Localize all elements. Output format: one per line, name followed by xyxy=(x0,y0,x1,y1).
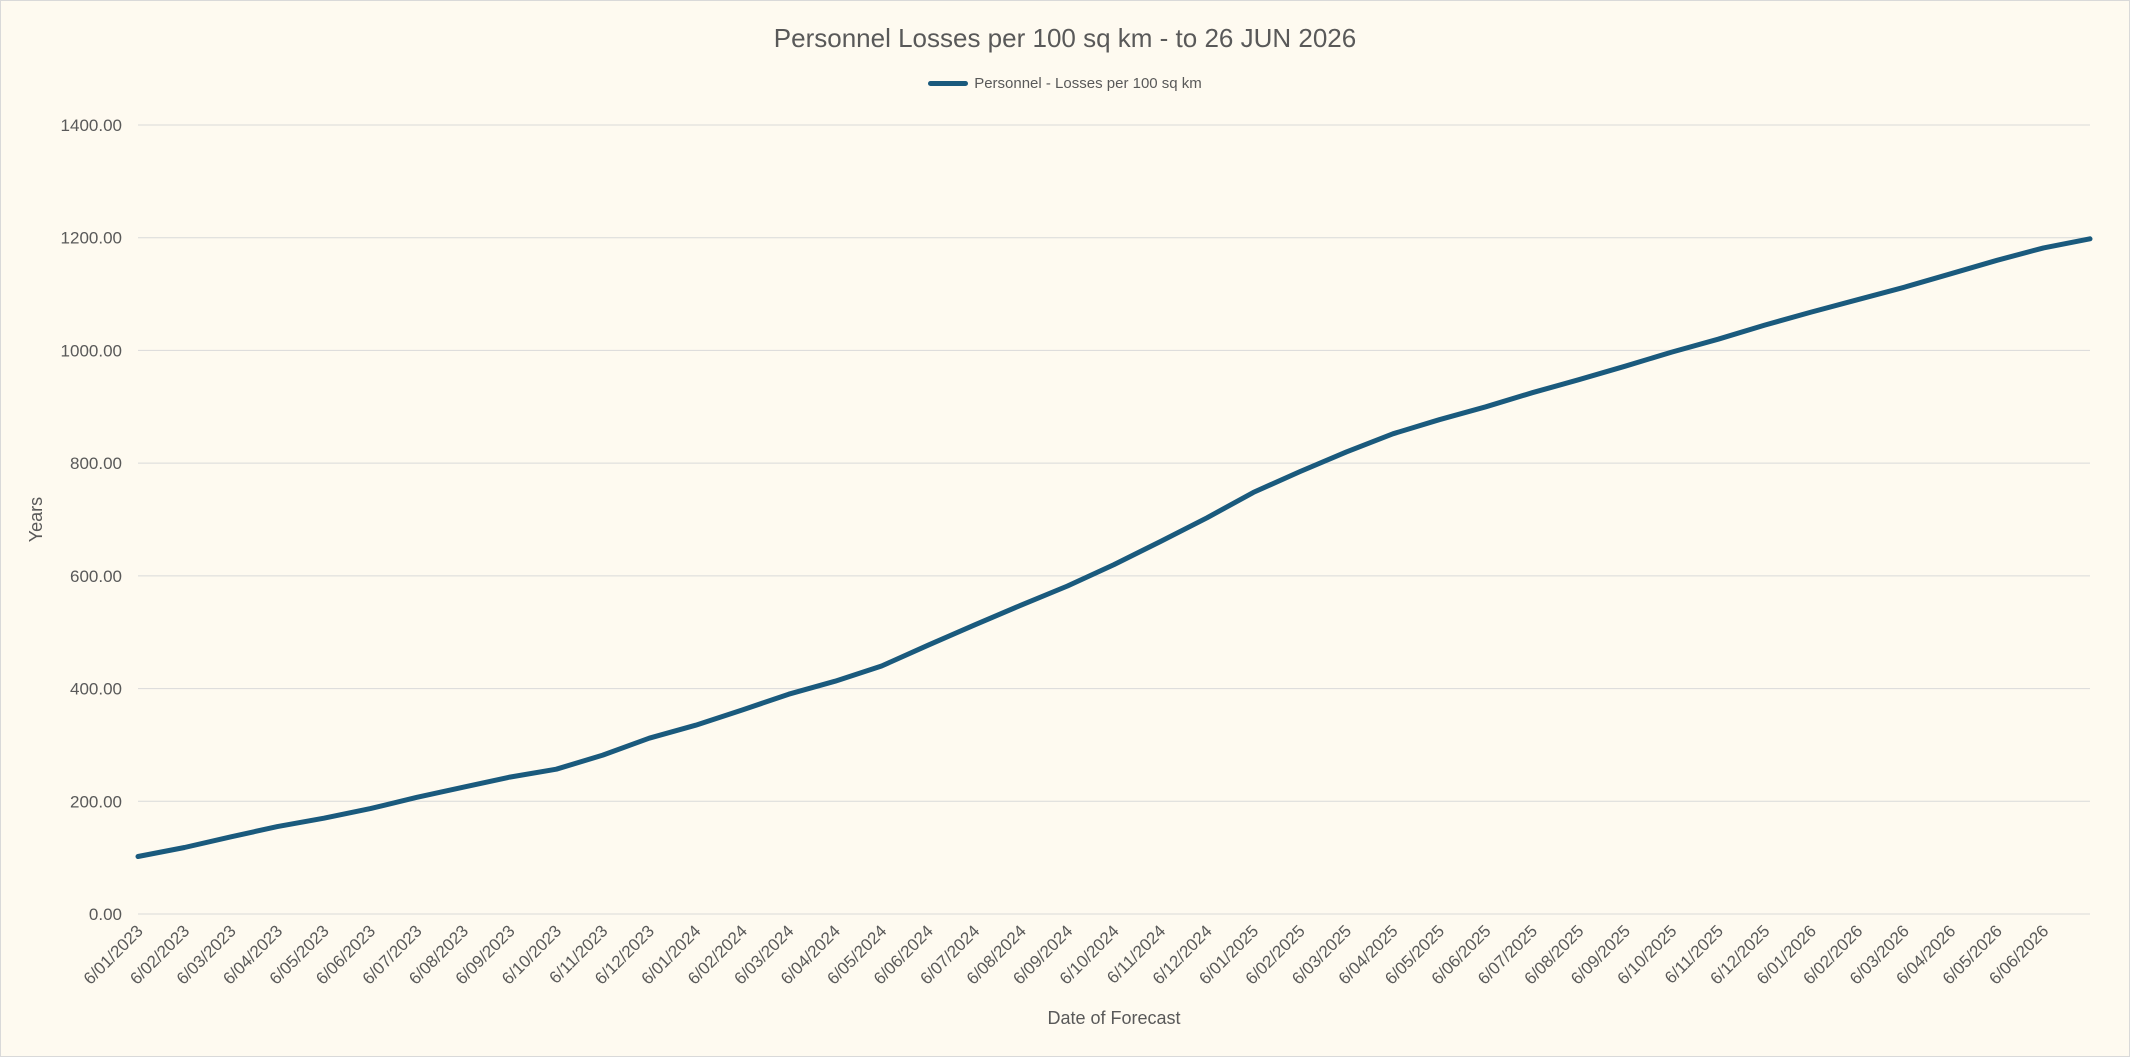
y-tick-label: 1000.00 xyxy=(61,341,122,360)
series-line xyxy=(135,236,2093,859)
chart-title: Personnel Losses per 100 sq km - to 26 J… xyxy=(773,23,1357,53)
y-tick-label: 600.00 xyxy=(70,567,122,586)
y-tick-label: 1200.00 xyxy=(61,229,122,248)
y-axis-title: Years xyxy=(26,497,46,542)
x-axis-title: Date of Forecast xyxy=(1047,1008,1180,1028)
y-tick-label: 200.00 xyxy=(70,792,122,811)
y-tick-label: 1400.00 xyxy=(61,116,122,135)
legend-line-swatch xyxy=(928,81,969,86)
y-tick-label: 800.00 xyxy=(70,454,122,473)
y-tick-label: 0.00 xyxy=(89,905,122,924)
legend-series-label: Personnel - Losses per 100 sq km xyxy=(974,75,1202,92)
y-tick-label: 400.00 xyxy=(70,680,122,699)
legend: Personnel - Losses per 100 sq km xyxy=(1,75,2129,92)
